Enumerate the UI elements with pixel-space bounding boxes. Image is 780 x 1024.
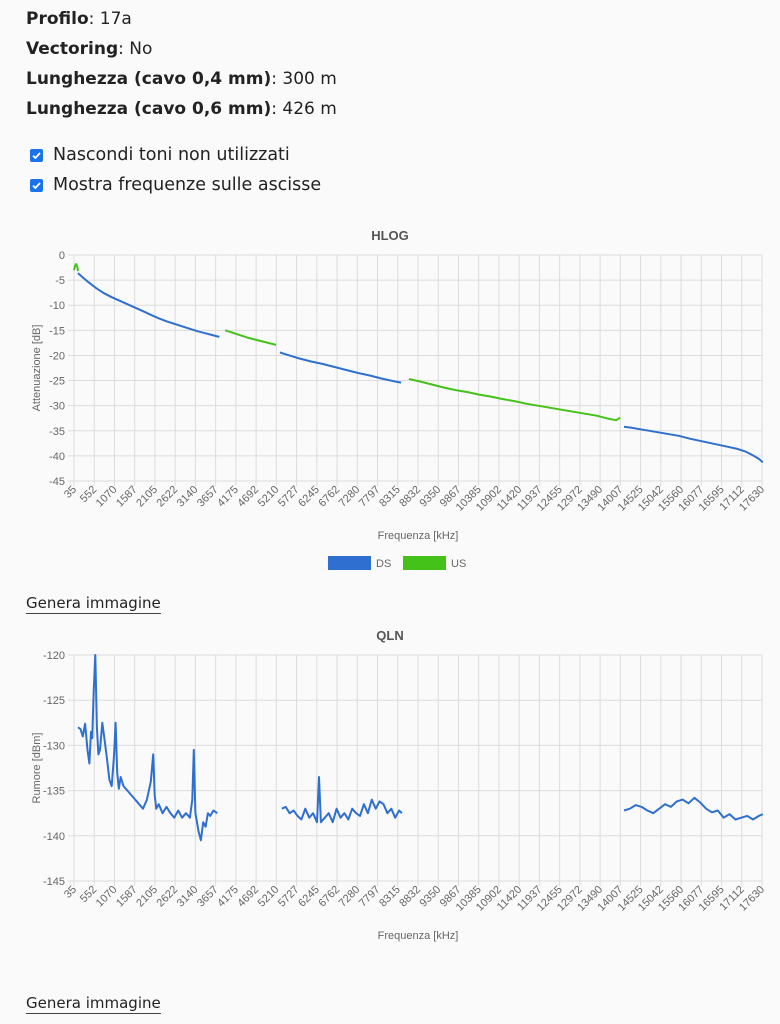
show-frequencies-checkbox[interactable]	[30, 178, 43, 192]
x-tick-label: 4692	[235, 484, 261, 510]
profile-value: : 17a	[88, 9, 132, 29]
x-tick-label: 6762	[316, 884, 342, 910]
x-tick-label: 1587	[114, 884, 140, 910]
hide-unused-tones-option[interactable]: Nascondi toni non utilizzati	[30, 140, 321, 170]
y-tick-label: -35	[49, 426, 65, 438]
length-06-value: : 426 m	[271, 99, 337, 119]
qln-ds-series-line	[77, 654, 218, 842]
x-tick-label: 8832	[397, 484, 423, 510]
checkmark-icon	[32, 181, 41, 189]
y-tick-label: -135	[43, 786, 65, 798]
x-tick-label: 5727	[276, 484, 302, 510]
legend-swatch-us	[403, 556, 446, 570]
x-tick-label: 8315	[377, 884, 403, 910]
hlog-generate-image-link[interactable]: Genera immagine	[26, 594, 161, 614]
hlog-us-series-line	[73, 263, 79, 272]
vectoring-row: Vectoring: No	[26, 34, 337, 64]
x-tick-label: 6245	[296, 484, 322, 510]
legend-label-ds: DS	[376, 558, 391, 570]
y-axis-label: Rumore [dBm]	[31, 733, 43, 804]
x-tick-label: 6245	[296, 884, 322, 910]
x-tick-label: 2622	[154, 884, 180, 910]
show-frequencies-option[interactable]: Mostra frequenze sulle ascisse	[30, 170, 321, 200]
x-tick-label: 9350	[418, 484, 444, 510]
show-frequencies-label[interactable]: Mostra frequenze sulle ascisse	[53, 175, 322, 195]
hlog-chart: 3555210701587210526223140365741754692521…	[31, 250, 767, 570]
x-tick-label: 2622	[154, 484, 180, 510]
y-axis-label: Attenuazione [dB]	[31, 325, 43, 412]
hlog-ds-series-line	[279, 351, 402, 384]
hlog-chart-title: HLOG	[371, 228, 409, 243]
length-06-row: Lunghezza (cavo 0,6 mm): 426 m	[26, 94, 337, 124]
line-info: Profilo: 17a Vectoring: No Lunghezza (ca…	[26, 4, 337, 124]
y-tick-label: 0	[59, 250, 65, 262]
hide-unused-tones-label[interactable]: Nascondi toni non utilizzati	[53, 145, 290, 165]
x-tick-label: 1587	[114, 484, 140, 510]
x-tick-label: 5210	[256, 884, 282, 910]
y-tick-label: -15	[49, 325, 65, 337]
y-tick-label: -130	[43, 740, 65, 752]
x-tick-label: 7797	[357, 484, 383, 510]
x-tick-label: 6762	[316, 484, 342, 510]
hide-unused-tones-checkbox[interactable]	[30, 148, 43, 162]
qln-generate-image-link[interactable]: Genera immagine	[26, 994, 161, 1014]
y-tick-label: -145	[43, 876, 65, 888]
vectoring-label: Vectoring	[26, 39, 119, 59]
x-tick-label: 7280	[337, 884, 363, 910]
x-tick-label: 5210	[256, 484, 282, 510]
y-tick-label: -120	[43, 650, 65, 662]
qln-chart: 3555210701587210526223140365741754692521…	[31, 650, 767, 942]
x-tick-label: 8315	[377, 484, 403, 510]
y-tick-label: -140	[43, 831, 65, 843]
y-tick-label: -30	[49, 401, 65, 413]
x-tick-label: 7280	[337, 484, 363, 510]
vectoring-value: : No	[118, 39, 153, 59]
x-tick-label: 5727	[276, 884, 302, 910]
y-tick-label: -40	[49, 451, 65, 463]
hlog-us-series-line	[408, 378, 621, 422]
qln-ds-series-line	[623, 796, 764, 821]
x-tick-label: 1070	[94, 884, 120, 910]
x-tick-label: 4175	[215, 484, 241, 510]
x-tick-label: 1070	[94, 484, 120, 510]
x-tick-label: 9350	[418, 884, 444, 910]
length-04-value: : 300 m	[271, 69, 337, 89]
x-tick-label: 3140	[175, 484, 201, 510]
x-tick-label: 4692	[235, 884, 261, 910]
profile-label: Profilo	[26, 9, 89, 29]
x-tick-label: 3657	[195, 484, 221, 510]
qln-chart-title: QLN	[376, 628, 404, 643]
x-tick-label: 7797	[357, 884, 383, 910]
length-04-label: Lunghezza (cavo 0,4 mm)	[26, 69, 272, 89]
checkmark-icon	[32, 151, 41, 159]
hlog-us-series-line	[224, 329, 277, 346]
y-tick-label: -125	[43, 695, 65, 707]
y-tick-label: -45	[49, 476, 65, 488]
length-06-label: Lunghezza (cavo 0,6 mm)	[26, 99, 272, 119]
y-tick-label: -5	[55, 275, 65, 287]
legend-label-us: US	[451, 558, 466, 570]
chart-options: Nascondi toni non utilizzati Mostra freq…	[30, 140, 321, 200]
x-tick-label: 3657	[195, 884, 221, 910]
x-tick-label: 4175	[215, 884, 241, 910]
legend-swatch-ds	[328, 556, 371, 570]
hlog-ds-series-line	[77, 272, 220, 338]
x-tick-label: 3140	[175, 884, 201, 910]
qln-ds-series-line	[281, 776, 403, 824]
x-tick-label: 2105	[134, 884, 160, 910]
hlog-ds-series-line	[623, 425, 764, 464]
y-tick-label: -10	[49, 300, 65, 312]
x-tick-label: 8832	[397, 884, 423, 910]
y-tick-label: -20	[49, 350, 65, 362]
y-tick-label: -25	[49, 376, 65, 388]
length-04-row: Lunghezza (cavo 0,4 mm): 300 m	[26, 64, 337, 94]
profile-row: Profilo: 17a	[26, 4, 337, 34]
x-axis-label: Frequenza [kHz]	[378, 930, 459, 942]
x-axis-label: Frequenza [kHz]	[378, 530, 459, 542]
x-tick-label: 2105	[134, 484, 160, 510]
